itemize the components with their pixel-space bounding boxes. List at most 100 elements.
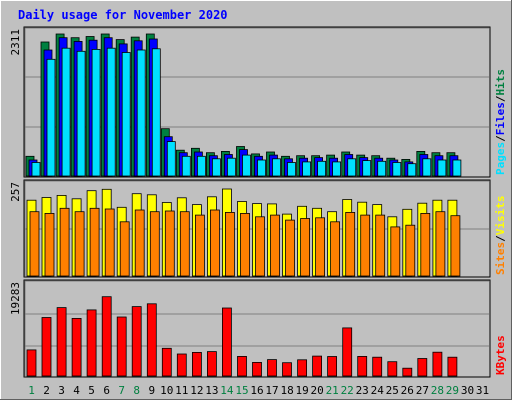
- x-tick-label: 31: [476, 384, 489, 397]
- kbytes-kbytes-bar: [267, 359, 277, 377]
- visits-sites-bar: [59, 207, 70, 277]
- legend-separator: /: [494, 235, 507, 242]
- hits-pages-bar: [347, 158, 357, 177]
- visits-sites-bar: [104, 208, 115, 277]
- kbytes-kbytes-bar: [71, 317, 82, 377]
- kbytes-kbytes-bar: [221, 307, 232, 377]
- legend-separator: /: [494, 95, 507, 102]
- visits-panel: 257 Sites/Visits: [9, 179, 507, 278]
- kbytes-kbytes-bar: [252, 361, 262, 377]
- x-tick-label: 10: [160, 384, 173, 397]
- kbytes-kbytes-bar: [387, 361, 398, 377]
- hits-pages-bar: [211, 158, 221, 177]
- kbytes-kbytes-bar: [372, 356, 383, 377]
- x-axis-labels: 1 2 3 4 5 6 7 8 9 10 11 12 13 14 15 16 17 18 19 20 21 22 23 24 2…: [28, 384, 489, 397]
- visits-sites-bar: [44, 212, 55, 277]
- kbytes-kbytes-bar: [146, 303, 157, 377]
- kbytes-kbytes-bar: [101, 296, 112, 377]
- hits-pages-bar: [422, 158, 432, 177]
- hits-pages-bar: [257, 159, 266, 177]
- kbytes-kbytes-bar: [432, 351, 443, 377]
- visits-sites-bar: [240, 212, 250, 277]
- x-tick-label: 28: [431, 384, 444, 397]
- kbytes-kbytes-bar: [297, 359, 308, 377]
- kbytes-kbytes-bar: [447, 356, 458, 377]
- legend-kbytes: KBytes: [494, 335, 507, 375]
- hits-pages-bar: [106, 47, 116, 177]
- visits-sites-bar: [390, 226, 401, 277]
- x-tick-label: 27: [416, 384, 429, 397]
- kbytes-plot-area: [23, 279, 491, 378]
- kbytes-kbytes-bar: [282, 362, 292, 377]
- visits-sites-bar: [119, 221, 130, 277]
- hits-pages-bar: [151, 48, 161, 177]
- x-tick-label: 7: [118, 384, 125, 397]
- visits-sites-bar: [164, 210, 175, 277]
- hits-legend: Pages/Files/Hits: [494, 69, 507, 175]
- kbytes-kbytes-bar: [342, 327, 353, 377]
- legend-files: Files: [494, 102, 507, 135]
- visits-sites-bar: [209, 209, 220, 277]
- kbytes-legend: KBytes: [494, 335, 507, 375]
- hits-pages-bar: [317, 160, 327, 177]
- visits-sites-bar: [315, 217, 326, 277]
- x-tick-label: 15: [235, 384, 248, 397]
- hits-pages-bar: [407, 163, 417, 177]
- x-tick-label: 6: [103, 384, 110, 397]
- hits-pages-bar: [166, 141, 176, 177]
- hits-pages-bar: [136, 49, 146, 177]
- hits-pages-bar: [121, 52, 131, 177]
- x-tick-label: 23: [356, 384, 369, 397]
- legend-hits: Hits: [494, 69, 507, 96]
- hits-pages-bar: [437, 159, 447, 177]
- visits-sites-bar: [435, 211, 446, 277]
- x-tick-label: 12: [190, 384, 203, 397]
- x-tick-label: 14: [220, 384, 234, 397]
- hits-pages-bar: [452, 159, 462, 177]
- kbytes-kbytes-bar: [402, 367, 413, 377]
- x-tick-label: 18: [280, 384, 293, 397]
- visits-sites-bar: [345, 211, 356, 277]
- x-tick-label: 21: [326, 384, 339, 397]
- kbytes-kbytes-bar: [206, 351, 217, 377]
- visits-sites-bar: [405, 224, 416, 277]
- visits-sites-bar: [300, 218, 311, 277]
- visits-sites-bar: [255, 216, 265, 277]
- x-tick-label: 17: [265, 384, 278, 397]
- kbytes-kbytes-bar: [312, 355, 323, 377]
- kbytes-kbytes-bar: [191, 351, 202, 377]
- kbytes-panel: 19283 KBytes: [9, 279, 507, 378]
- kbytes-kbytes-bar: [176, 353, 187, 377]
- visits-sites-bar: [134, 209, 145, 277]
- hits-pages-bar: [61, 47, 71, 177]
- legend-sites: Sites: [494, 242, 507, 275]
- visits-sites-bar: [375, 214, 386, 277]
- x-tick-label: 11: [175, 384, 188, 397]
- x-tick-label: 30: [461, 384, 474, 397]
- hits-pages-bar: [242, 154, 251, 177]
- kbytes-kbytes-bar: [26, 349, 37, 377]
- kbytes-kbytes-bar: [41, 317, 52, 377]
- visits-sites-bar: [194, 214, 205, 277]
- visits-sites-bar: [74, 211, 85, 277]
- x-tick-label: 2: [43, 384, 50, 397]
- x-tick-label: 8: [133, 384, 140, 397]
- visits-sites-bar: [360, 214, 371, 277]
- visits-sites-bar: [224, 211, 235, 277]
- x-tick-label: 19: [295, 384, 308, 397]
- visits-max-label: 257: [9, 182, 22, 202]
- x-tick-label: 22: [341, 384, 354, 397]
- hits-pages-bar: [392, 162, 402, 177]
- hits-pages-bar: [31, 162, 41, 177]
- kbytes-kbytes-bar: [116, 316, 127, 377]
- visits-sites-bar: [270, 214, 280, 277]
- x-tick-label: 3: [58, 384, 65, 397]
- hits-pages-bar: [362, 160, 372, 177]
- hits-pages-bar: [76, 50, 86, 177]
- x-tick-label: 9: [148, 384, 155, 397]
- x-tick-label: 26: [401, 384, 414, 397]
- x-tick-label: 29: [446, 384, 459, 397]
- chart-title: Daily usage for November 2020: [18, 8, 228, 22]
- hits-pages-bar: [181, 155, 191, 177]
- hits-max-label: 2311: [9, 29, 22, 56]
